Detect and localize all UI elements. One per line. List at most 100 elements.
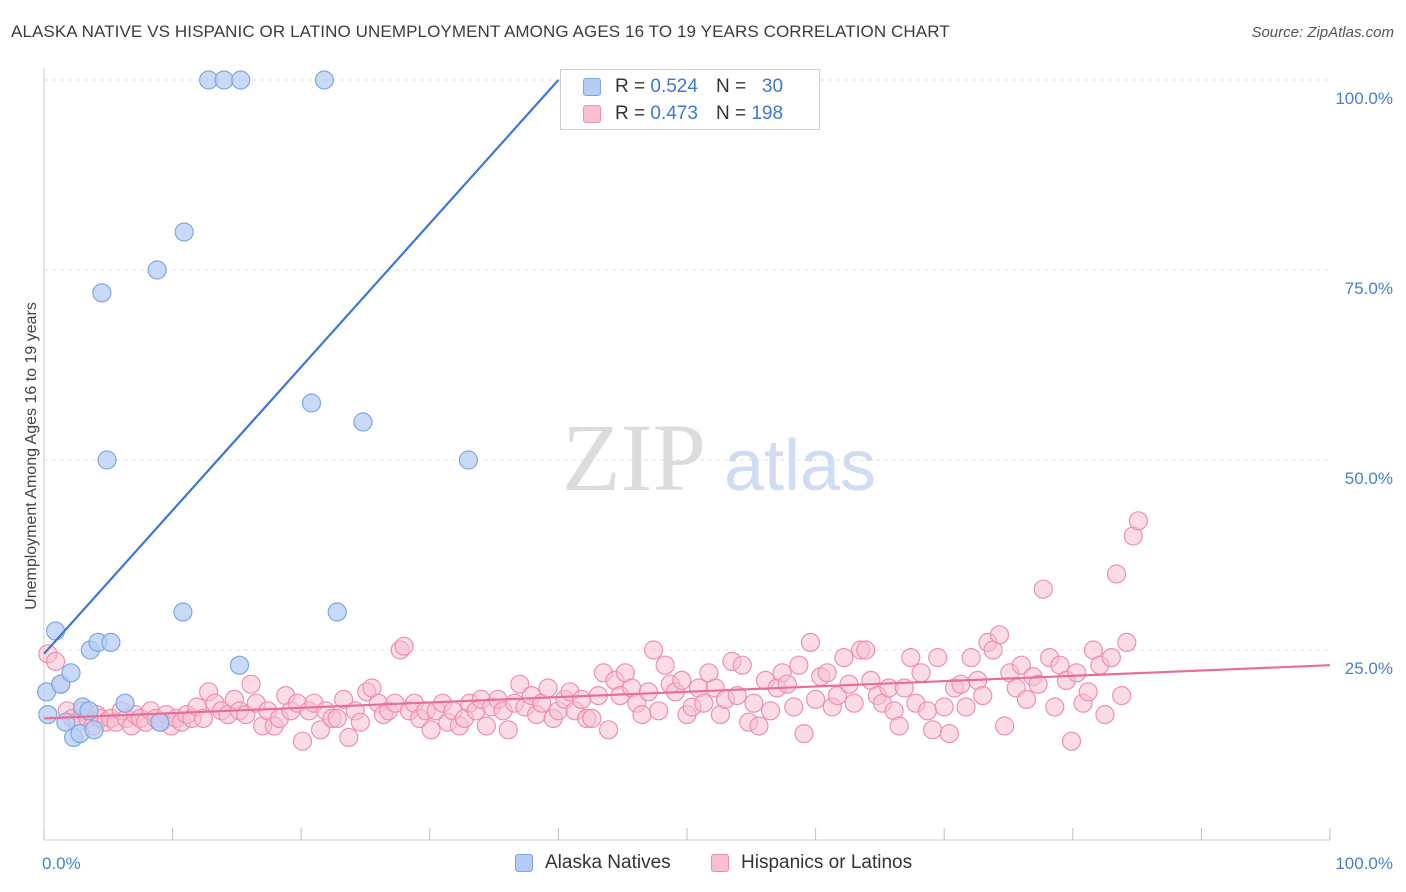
hispanic-point (749, 716, 769, 736)
hispanic-point (817, 663, 837, 683)
hispanic-point (292, 731, 313, 751)
hispanic-point (334, 689, 354, 710)
hispanic-point (961, 647, 981, 668)
legend-item-alaska: Alaska Natives (515, 852, 671, 874)
hispanic-point (339, 727, 359, 748)
hispanic-point (421, 720, 441, 740)
hispanic-trend-line (43, 664, 1331, 720)
alaska-point (301, 393, 322, 413)
hispanic-point (643, 640, 664, 660)
legend-item-hispanic: Hispanics or Latinos (711, 852, 912, 874)
alaska-point (174, 222, 194, 242)
watermark-atlas: atlas (724, 426, 876, 506)
legend-row-hispanic: R = 0.473 N = 198 (583, 102, 783, 126)
alaska-point (214, 70, 234, 90)
alaska-point (92, 283, 112, 303)
hispanic-point (638, 682, 659, 702)
hispanic-legend-swatch (711, 854, 729, 872)
x-tick-label-min: 0.0% (42, 854, 81, 873)
hispanic-point (649, 701, 669, 721)
alaska-point (458, 450, 478, 470)
x-tick-label-max: 100.0% (1335, 854, 1393, 873)
alaska-legend-swatch (515, 854, 533, 872)
hispanic-point (45, 651, 66, 672)
gridlines (44, 79, 1330, 651)
hispanic-point (350, 712, 370, 732)
watermark: ZIP atlas (562, 404, 876, 511)
hispanic-point (805, 689, 826, 710)
hispanic-point (598, 720, 619, 740)
hispanic-point (744, 693, 764, 713)
y-axis-label: Unemployment Among Ages 16 to 19 years (23, 302, 40, 610)
hispanic-point (789, 655, 809, 675)
hispanic-point (917, 701, 938, 721)
hispanic-point (989, 625, 1010, 645)
alaska-point (327, 602, 347, 622)
hispanic-point (327, 708, 347, 729)
hispanic-point (901, 647, 921, 668)
hispanic-point (632, 704, 652, 725)
hispanic-point (241, 674, 261, 694)
legend-r-label: R = (615, 76, 646, 97)
alaska-point (147, 260, 167, 280)
chart-title: ALASKA NATIVE VS HISPANIC OR LATINO UNEM… (11, 22, 950, 41)
hispanic-point (844, 693, 864, 713)
hispanic-point (934, 697, 954, 717)
hispanic-point (582, 708, 602, 729)
alaska-point (353, 412, 373, 432)
hispanic-point (310, 720, 331, 740)
legend-label-hispanic: Hispanics or Latinos (741, 852, 913, 873)
hispanic-point (571, 689, 592, 710)
legend-n-label: N = (715, 103, 747, 124)
hispanic-point (956, 697, 976, 717)
alaska-point (38, 704, 58, 725)
hispanic-point (923, 720, 943, 740)
hispanic-point (1128, 511, 1148, 531)
legend-n-label: N = (715, 76, 747, 97)
hispanic-point (1095, 704, 1115, 725)
hispanic-point (1078, 682, 1098, 702)
hispanic-point (1045, 697, 1065, 717)
alaska-point (45, 621, 66, 641)
alaska-point (115, 693, 135, 713)
hispanic-point (794, 723, 814, 744)
hispanic-point (394, 636, 414, 656)
hispanic-point (476, 716, 496, 736)
legend-n-value-hispanic: 198 (751, 103, 784, 124)
hispanic-point (1117, 632, 1137, 653)
hispanic-point (1067, 663, 1087, 683)
legend-r-value-hispanic: 0.473 (650, 103, 698, 124)
trend-lines (43, 79, 1331, 720)
y-tick-label-0: 25.0% (1345, 659, 1393, 678)
alaska-swatch (583, 78, 601, 96)
hispanic-point (1028, 674, 1048, 694)
alaska-point (97, 450, 117, 470)
source-label: Source: ZipAtlas.com (1251, 24, 1394, 41)
hispanic-point (951, 674, 971, 694)
alaska-point (173, 602, 193, 622)
hispanic-point (777, 674, 797, 694)
hispanic-point (1061, 731, 1082, 751)
hispanic-point (939, 723, 959, 744)
hispanic-point (1101, 647, 1121, 668)
hispanic-point (856, 640, 876, 660)
alaska-point (84, 720, 104, 740)
hispanic-point (655, 655, 675, 675)
hispanic-point (1016, 689, 1037, 710)
hispanic-point (760, 701, 781, 721)
legend-r-label: R = (615, 103, 646, 124)
legend-row-alaska: R = 0.524 N = 30 (583, 75, 783, 99)
hispanic-point (727, 685, 747, 706)
hispanic-point (973, 685, 993, 706)
alaska-point (101, 632, 121, 653)
alaska-point (231, 70, 251, 90)
hispanic-point (784, 697, 804, 717)
hispanic-point (995, 716, 1015, 736)
hispanic-point (510, 674, 530, 694)
alaska-point (314, 70, 334, 90)
hispanic-point (800, 632, 821, 653)
correlation-legend: R = 0.524 N = 30 R = 0.473 N = 198 (560, 69, 820, 130)
hispanic-point (889, 716, 909, 736)
alaska-point (229, 655, 250, 675)
